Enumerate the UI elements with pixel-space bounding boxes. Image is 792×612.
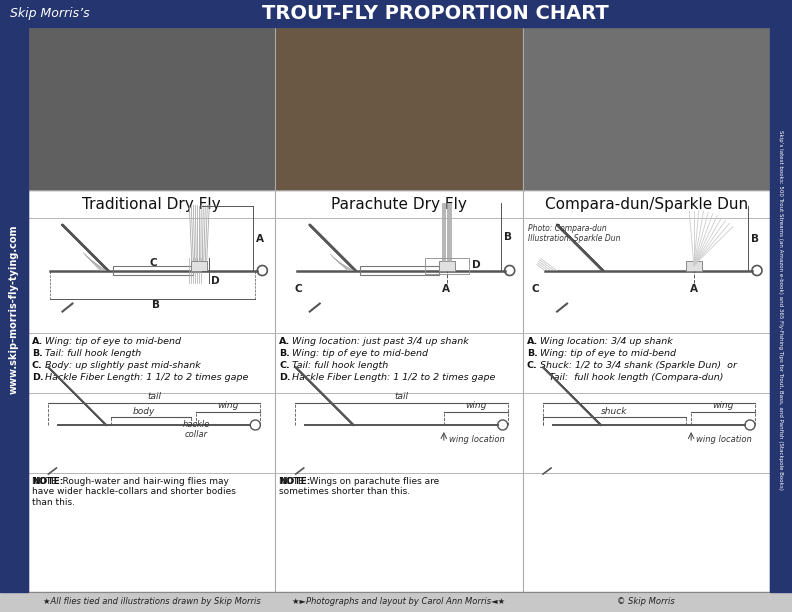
Text: www.skip-morris-fly-tying.com: www.skip-morris-fly-tying.com [9,225,19,394]
Text: Shuck: 1/2 to 3/4 shank (Sparkle Dun)  or: Shuck: 1/2 to 3/4 shank (Sparkle Dun) or [537,361,737,370]
Text: Tail: full hook length: Tail: full hook length [289,361,389,370]
Bar [112,266,193,275]
Text: B: B [751,234,759,244]
Bar [770,27,792,592]
Text: wing: wing [218,401,239,410]
Text: Hackle Fiber Length: 1 1/2 to 2 times gape: Hackle Fiber Length: 1 1/2 to 2 times ga… [42,373,249,382]
Text: TROUT-FLY PROPORTION CHART: TROUT-FLY PROPORTION CHART [261,4,608,23]
Text: B.: B. [32,349,43,358]
Text: Tail: full hook length: Tail: full hook length [42,349,141,358]
Text: C.: C. [280,361,290,370]
Text: A.: A. [527,337,538,346]
Text: NOTE: Wings on parachute flies are
sometimes shorter than this.: NOTE: Wings on parachute flies are somet… [280,477,440,496]
Text: B: B [151,300,160,310]
Text: Skip Morris’s: Skip Morris’s [10,7,89,20]
Text: ★All flies tied and illustrations drawn by Skip Morris: ★All flies tied and illustrations drawn … [43,597,261,606]
Bar [425,258,469,274]
Text: NOTE:: NOTE: [280,477,310,486]
Text: Wing: tip of eye to mid-bend: Wing: tip of eye to mid-bend [537,349,676,358]
Text: B.: B. [527,349,538,358]
Text: Parachute Dry Fly: Parachute Dry Fly [331,196,467,212]
Text: D.: D. [32,373,44,382]
Text: A: A [690,283,698,294]
Bar [276,27,523,190]
Text: D.: D. [280,373,291,382]
Text: D: D [211,276,220,286]
Text: shuck: shuck [601,407,627,416]
Text: wing location: wing location [696,435,752,444]
Bar [28,27,276,190]
Text: Wing: tip of eye to mid-bend: Wing: tip of eye to mid-bend [42,337,181,346]
Text: Wing location: 3/4 up shank: Wing location: 3/4 up shank [537,337,672,346]
Text: C.: C. [527,361,538,370]
Text: B.: B. [280,349,290,358]
Bar [523,27,770,190]
Text: C: C [149,258,157,267]
Text: NOTE: Rough-water and hair-wing flies may
have wider hackle-collars and shorter : NOTE: Rough-water and hair-wing flies ma… [32,477,236,507]
Text: © Skip Morris: © Skip Morris [618,597,676,606]
Bar [360,266,439,275]
Bar [192,261,208,271]
Text: A: A [257,234,265,244]
Text: Compara-dun/Sparkle Dun: Compara-dun/Sparkle Dun [545,196,748,212]
Text: tail: tail [147,392,161,401]
Text: Wing: tip of eye to mid-bend: Wing: tip of eye to mid-bend [289,349,428,358]
Text: body: body [132,407,155,416]
Bar [439,261,455,271]
Text: tail: tail [394,392,409,401]
Text: hackle
collar: hackle collar [183,420,210,439]
Text: A.: A. [280,337,291,346]
Text: Hackle Fiber Length: 1 1/2 to 2 times gape: Hackle Fiber Length: 1 1/2 to 2 times ga… [289,373,496,382]
Text: D: D [471,261,480,271]
Text: Traditional Dry Fly: Traditional Dry Fly [82,196,221,212]
Text: wing: wing [712,401,733,410]
Text: B: B [504,231,512,242]
Text: NOTE:: NOTE: [32,477,63,486]
Bar [686,261,702,271]
Text: wing: wing [465,401,486,410]
Bar [0,27,28,592]
Text: Wing location: just past 3/4 up shank: Wing location: just past 3/4 up shank [289,337,469,346]
Text: C: C [294,283,302,294]
Text: A.: A. [32,337,44,346]
Text: Photo: Compara-dun
Illustration: Sparkle Dun: Photo: Compara-dun Illustration: Sparkle… [527,224,620,244]
Text: Tail:  full hook length (Compara-dun): Tail: full hook length (Compara-dun) [537,373,723,382]
Bar [0,0,792,27]
Text: A: A [442,283,450,294]
Text: Body: up slightly past mid-shank: Body: up slightly past mid-shank [42,361,200,370]
Text: Skip’s latest books: 500 Trout Streams (an Amazon e-book) and 365 Fly-Fishing Ti: Skip’s latest books: 500 Trout Streams (… [779,130,783,490]
Text: wing location: wing location [449,435,505,444]
Text: C.: C. [32,361,43,370]
Text: ★►Photographs and layout by Carol Ann Morris◄★: ★►Photographs and layout by Carol Ann Mo… [292,597,505,606]
Text: C: C [531,283,539,294]
